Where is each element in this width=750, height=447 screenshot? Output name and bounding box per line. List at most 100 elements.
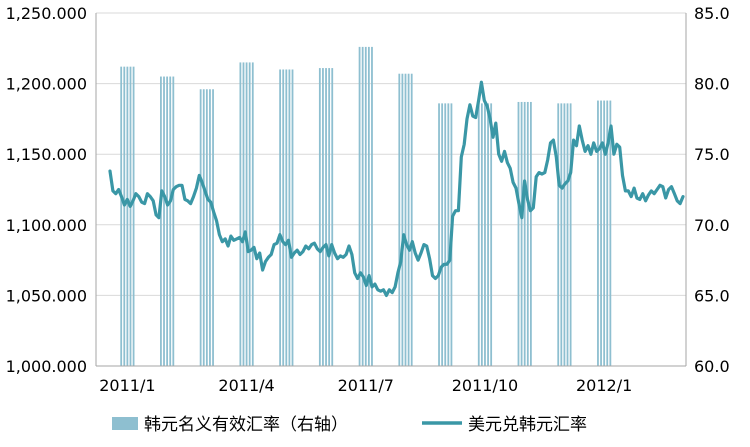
bar-stripe <box>160 76 162 366</box>
bar-stripe <box>291 69 294 366</box>
left-axis-tick-label: 1,200.000 <box>6 75 87 94</box>
line-series-usd-krw <box>108 80 685 297</box>
bar-stripe <box>166 76 169 366</box>
bar-stripe <box>526 101 529 367</box>
right-axis-tick-label: 60.0 <box>694 357 730 376</box>
bar-stripe <box>285 69 288 366</box>
bar-stripe <box>129 66 132 366</box>
bar-stripe <box>569 103 572 367</box>
bar <box>597 100 612 366</box>
right-axis-tick-label: 75.0 <box>694 145 730 164</box>
legend-line-label: 美元兑韩元汇率 <box>468 415 587 435</box>
bar-stripe <box>251 62 254 367</box>
bar-stripe <box>560 103 563 367</box>
bar-stripe <box>441 103 444 367</box>
bar-stripe <box>477 103 480 367</box>
bar-stripe <box>606 100 609 366</box>
bar-stripe <box>361 46 364 366</box>
bar-stripe <box>358 46 361 366</box>
bar-stripe <box>523 101 526 367</box>
bar-stripe <box>209 89 211 367</box>
bar-series <box>120 46 612 367</box>
axes <box>95 13 687 367</box>
bar-stripe <box>318 68 321 367</box>
bar-stripe <box>407 73 410 366</box>
bar-stripe <box>364 46 367 366</box>
bar-stripe <box>438 103 440 367</box>
bar-stripe <box>563 103 566 367</box>
left-axis-tick-label: 1,100.000 <box>6 216 87 235</box>
bar-stripe <box>172 76 175 366</box>
bar <box>279 69 294 366</box>
bar-stripe <box>132 66 135 366</box>
bar <box>160 76 175 366</box>
bar-stripe <box>517 101 520 367</box>
left-axis-ticks: 1,000.000 1,050.000 1,100.000 1,150.000 1,20… <box>6 4 87 376</box>
bar-stripe <box>404 73 407 366</box>
bar <box>557 103 572 367</box>
bar-stripe <box>520 101 523 367</box>
x-axis-tick-label: 2011/1 <box>99 376 155 395</box>
bar-stripe <box>163 76 165 366</box>
bar <box>318 68 334 367</box>
bar <box>239 62 254 367</box>
left-axis-tick-label: 1,000.000 <box>6 357 87 376</box>
bar-stripe <box>371 46 373 366</box>
bar <box>477 103 493 367</box>
bar-stripe <box>328 68 331 367</box>
bar-stripe <box>487 103 489 367</box>
bar-stripe <box>325 68 327 367</box>
bar-stripe <box>447 103 450 367</box>
legend-bar-swatch <box>112 417 138 430</box>
bar-stripe <box>484 103 486 367</box>
bar-stripe <box>529 101 532 367</box>
right-axis-tick-label: 70.0 <box>694 216 730 235</box>
bar-stripe <box>331 68 334 367</box>
x-axis-tick-label: 2012/1 <box>576 376 632 395</box>
bar <box>517 101 532 367</box>
bar-stripe <box>566 103 569 367</box>
legend: 韩元名义有效汇率（右轴） 美元兑韩元汇率 <box>112 415 587 435</box>
bar <box>199 89 214 367</box>
bar <box>120 66 135 366</box>
bar <box>398 73 413 366</box>
right-axis-tick-label: 80.0 <box>694 75 730 94</box>
bar-stripe <box>169 76 172 366</box>
left-axis-tick-label: 1,150.000 <box>6 145 87 164</box>
bar-stripe <box>239 62 242 367</box>
bar-stripe <box>282 69 285 366</box>
bar-stripe <box>242 62 245 367</box>
bar-stripe <box>490 103 493 367</box>
left-axis-tick-label: 1,050.000 <box>6 286 87 305</box>
bar <box>358 46 373 366</box>
bar-stripe <box>410 73 413 366</box>
legend-bar-label: 韩元名义有效汇率（右轴） <box>144 415 348 435</box>
bar-stripe <box>557 103 560 367</box>
bar-stripe <box>248 62 251 367</box>
bar-stripe <box>401 73 404 366</box>
bar-stripe <box>120 66 123 366</box>
x-axis-tick-label: 2011/4 <box>218 376 274 395</box>
bar-stripe <box>245 62 248 367</box>
right-axis-ticks: 60.0 65.0 70.0 75.0 80.0 85.0 <box>694 4 730 376</box>
x-axis-tick-label: 2011/7 <box>338 376 394 395</box>
bar-stripe <box>126 66 129 366</box>
x-axis-ticks: 2011/1 2011/4 2011/7 2011/10 2012/1 <box>99 376 632 395</box>
bar-stripe <box>597 100 599 366</box>
bar-stripe <box>212 89 214 367</box>
bar-stripe <box>603 100 606 366</box>
bar-stripe <box>202 89 205 367</box>
bar-stripe <box>199 89 202 367</box>
bar-stripe <box>398 73 401 366</box>
bar-stripe <box>444 103 447 367</box>
bar-stripe <box>609 100 612 366</box>
bar-stripe <box>205 89 208 367</box>
left-axis-tick-label: 1,250.000 <box>6 4 87 23</box>
bar-stripe <box>480 103 483 367</box>
x-axis-tick-label: 2011/10 <box>452 376 518 395</box>
bar-stripe <box>600 100 602 366</box>
bar-stripe <box>279 69 282 366</box>
bar-stripe <box>288 69 291 366</box>
bar-stripe <box>123 66 126 366</box>
